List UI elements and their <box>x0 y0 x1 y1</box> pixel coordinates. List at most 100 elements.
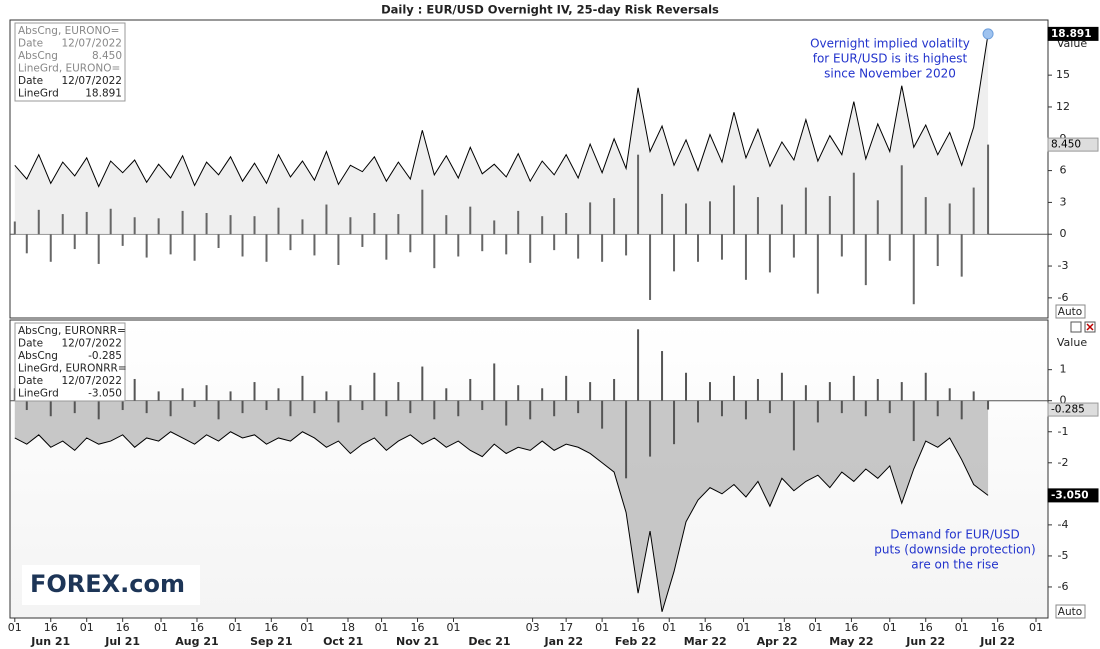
bar <box>589 202 592 235</box>
bar <box>529 234 532 263</box>
bar <box>133 378 136 401</box>
x-tick-label: 01 <box>300 621 314 634</box>
plot-area <box>10 329 1048 612</box>
annotation: are on the rise <box>911 558 998 572</box>
plot-area <box>10 33 1048 305</box>
bar <box>948 203 951 235</box>
bar <box>613 378 616 401</box>
bar <box>673 400 676 445</box>
x-tick-label: 03 <box>526 621 540 634</box>
annotation: Demand for EUR/USD <box>890 528 1019 542</box>
bar <box>900 165 903 235</box>
scale-button-frame <box>1055 304 1086 319</box>
bar <box>864 234 867 286</box>
bar <box>685 372 688 401</box>
bar <box>145 234 148 258</box>
bar <box>840 400 843 414</box>
bar <box>169 234 172 255</box>
bar <box>277 388 280 401</box>
bar <box>577 234 580 259</box>
bar <box>253 382 256 401</box>
bar <box>349 385 352 401</box>
bar <box>265 234 268 262</box>
month-label: Feb 22 <box>615 635 657 648</box>
bar <box>697 234 700 262</box>
bar <box>960 234 963 277</box>
x-tick-label: 16 <box>411 621 425 634</box>
bar <box>661 193 664 235</box>
month-label: Nov 21 <box>396 635 439 648</box>
info-series-name: AbsCng, EURONRR= <box>18 325 126 337</box>
bar <box>421 189 424 235</box>
bar <box>565 375 568 401</box>
bar <box>792 234 795 258</box>
bar <box>373 213 376 235</box>
line <box>14 431 989 612</box>
bar <box>121 400 124 411</box>
bar <box>697 400 700 423</box>
bar <box>493 220 496 235</box>
scale-button-frame <box>1055 604 1086 619</box>
bar <box>649 400 652 457</box>
bar <box>265 400 268 411</box>
last-value-label: -0.285 <box>1051 404 1085 416</box>
plot-layer: -6-303691215ValueAuto8.45018.891AbsCng, … <box>8 19 1099 648</box>
bar <box>768 400 771 414</box>
y-tick-label: 3 <box>1060 195 1067 208</box>
bar <box>49 400 52 417</box>
info-value: 12/07/2022 <box>61 75 122 87</box>
bar <box>349 217 352 235</box>
value-axis-label: Value <box>1057 336 1087 349</box>
y-tick-label: 12 <box>1056 100 1070 113</box>
info-box-frame <box>14 322 126 402</box>
bar <box>804 385 807 401</box>
bar <box>756 378 759 401</box>
info-value: 12/07/2022 <box>61 375 122 387</box>
bar <box>864 400 867 417</box>
bar <box>205 385 208 401</box>
bar <box>912 234 915 305</box>
info-key: AbsCng <box>18 50 58 62</box>
bar <box>936 400 939 417</box>
bar <box>445 388 448 401</box>
y-tick-label: -3 <box>1058 259 1069 272</box>
bar <box>804 187 807 235</box>
bar <box>25 234 28 254</box>
y-tick-label: 15 <box>1056 68 1070 81</box>
bar <box>73 400 76 414</box>
bar <box>601 400 604 429</box>
x-tick-label: 16 <box>116 621 130 634</box>
bar <box>301 219 304 235</box>
info-key: Date <box>18 338 43 350</box>
bar <box>49 234 52 262</box>
month-label: May 22 <box>829 635 873 648</box>
bar <box>912 400 915 442</box>
x-tick-label: 01 <box>595 621 609 634</box>
info-value: 18.891 <box>85 88 122 100</box>
area <box>14 33 989 235</box>
last-value-label: -3.050 <box>1051 489 1089 501</box>
x-tick-label: 01 <box>662 621 676 634</box>
bar <box>625 400 628 479</box>
bar <box>325 204 328 235</box>
bar <box>816 400 819 423</box>
bar <box>13 221 16 235</box>
bar <box>972 391 975 401</box>
y-tick-label: 6 <box>1060 164 1067 177</box>
bar <box>253 216 256 235</box>
info-key: Date <box>18 375 43 387</box>
x-tick-label: 01 <box>955 621 969 634</box>
bar <box>649 234 652 300</box>
last-value-box <box>1047 488 1099 503</box>
info-box-frame <box>14 22 126 102</box>
bar <box>708 382 711 401</box>
annotation: for EUR/USD is its highest <box>813 52 968 66</box>
y-tick-label: -4 <box>1058 518 1069 531</box>
bar <box>217 400 220 420</box>
info-key: LineGrd <box>18 388 59 400</box>
bar <box>637 154 640 235</box>
bar <box>972 187 975 235</box>
bar <box>577 400 580 414</box>
